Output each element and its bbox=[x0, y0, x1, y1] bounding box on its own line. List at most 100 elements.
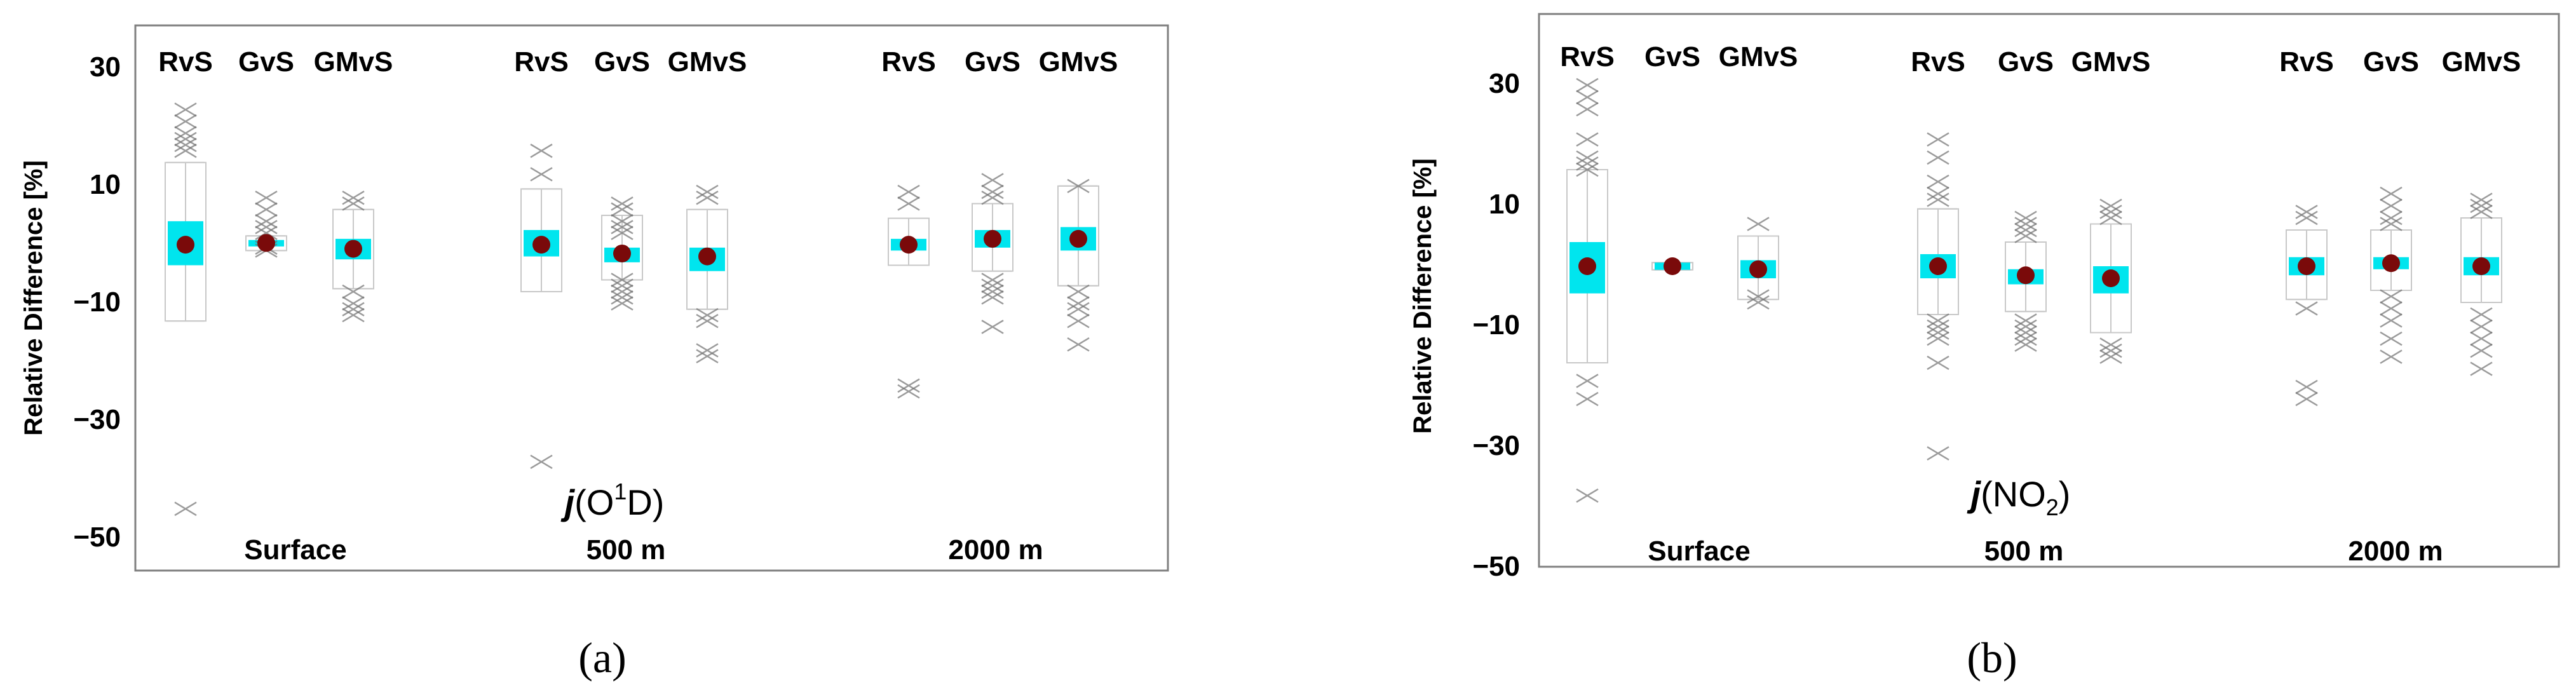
outlier-point bbox=[255, 220, 278, 234]
outlier-point bbox=[981, 190, 1004, 205]
outlier-point bbox=[2470, 319, 2493, 334]
method-label: GMvS bbox=[668, 46, 747, 78]
outlier-point bbox=[981, 273, 1004, 287]
mean-marker bbox=[2382, 254, 2400, 273]
outlier-point bbox=[2014, 325, 2037, 340]
y-tick-label: 30 bbox=[1489, 68, 1520, 99]
outlier-point bbox=[342, 296, 365, 311]
outlier-point bbox=[1927, 319, 1949, 334]
outlier-point bbox=[1576, 102, 1599, 117]
mean-marker bbox=[1749, 260, 1767, 278]
outlier-point bbox=[1747, 217, 1770, 231]
group-label: 2000 m bbox=[948, 534, 1043, 565]
outlier-point bbox=[1576, 374, 1599, 388]
outlier-point bbox=[2380, 210, 2403, 226]
outlier-point bbox=[2014, 337, 2037, 352]
outlier-point bbox=[611, 213, 634, 229]
outlier-point bbox=[1927, 132, 1949, 147]
outlier-point bbox=[2380, 349, 2403, 364]
mean-marker bbox=[900, 236, 918, 254]
outlier-point bbox=[2380, 198, 2403, 213]
outlier-point bbox=[255, 226, 278, 240]
outlier-point bbox=[2470, 307, 2493, 322]
outlier-point bbox=[1067, 296, 1090, 311]
outlier-point bbox=[696, 190, 719, 205]
outlier-point bbox=[981, 320, 1004, 334]
outlier-point bbox=[530, 144, 553, 158]
outlier-point bbox=[2380, 331, 2403, 346]
outlier-point bbox=[342, 308, 365, 323]
outlier-point bbox=[1067, 302, 1090, 317]
outlier-point bbox=[611, 226, 634, 240]
method-label: GMvS bbox=[314, 46, 393, 78]
outlier-point bbox=[2380, 186, 2403, 201]
method-label: GMvS bbox=[1039, 46, 1118, 78]
outlier-point bbox=[174, 137, 197, 152]
method-label: GMvS bbox=[1719, 41, 1798, 72]
mean-marker bbox=[257, 234, 275, 252]
outlier-point bbox=[2099, 210, 2122, 226]
panel-label-a: (a) bbox=[578, 633, 626, 682]
outlier-point bbox=[981, 284, 1004, 299]
outlier-point bbox=[1576, 488, 1599, 503]
outlier-point bbox=[2470, 331, 2493, 346]
outlier-point bbox=[1576, 132, 1599, 147]
outlier-point bbox=[2380, 289, 2403, 304]
outlier-point bbox=[1576, 391, 1599, 407]
outlier-point bbox=[1747, 295, 1770, 310]
outlier-point bbox=[2380, 301, 2403, 316]
method-label: RvS bbox=[514, 46, 569, 78]
outlier-point bbox=[342, 196, 365, 211]
outlier-point bbox=[696, 313, 719, 328]
outlier-point bbox=[2014, 331, 2037, 346]
outlier-point bbox=[342, 190, 365, 205]
y-tick-label: −10 bbox=[1472, 309, 1520, 341]
y-axis-label-a: Relative Difference [%] bbox=[20, 160, 48, 435]
outlier-point bbox=[174, 132, 197, 147]
species-label-b: j(NO2) bbox=[1967, 474, 2071, 520]
outlier-point bbox=[1067, 179, 1090, 194]
outlier-point bbox=[2014, 229, 2037, 243]
outlier-point bbox=[611, 284, 634, 299]
outlier-point bbox=[2099, 343, 2122, 358]
outlier-point bbox=[2014, 313, 2037, 328]
mean-marker bbox=[1929, 257, 1947, 275]
outlier-point bbox=[2295, 210, 2318, 226]
outlier-point bbox=[897, 384, 920, 399]
outlier-point bbox=[2380, 313, 2403, 328]
outlier-point bbox=[174, 126, 197, 140]
outlier-point bbox=[981, 184, 1004, 200]
method-label: GvS bbox=[238, 46, 294, 78]
outlier-point bbox=[255, 202, 278, 217]
box-layer-a bbox=[165, 102, 1099, 517]
outlier-point bbox=[897, 196, 920, 211]
mean-marker bbox=[1664, 257, 1681, 275]
outlier-point bbox=[1067, 284, 1090, 299]
outlier-point bbox=[981, 290, 1004, 305]
outlier-point bbox=[174, 114, 197, 129]
outlier-point bbox=[696, 343, 719, 358]
mean-marker bbox=[2298, 257, 2315, 275]
method-label: GvS bbox=[1998, 46, 2054, 78]
mean-marker bbox=[344, 240, 362, 258]
group-label: Surface bbox=[244, 534, 346, 565]
outlier-point bbox=[1576, 150, 1599, 165]
method-label: RvS bbox=[158, 46, 213, 78]
chart-panel-b: Relative Difference [%] 30 10 −10 −30 −5… bbox=[1409, 13, 2560, 682]
outlier-point bbox=[2014, 217, 2037, 231]
outlier-point bbox=[2380, 217, 2403, 231]
group-label: 500 m bbox=[586, 534, 666, 565]
chart-panel-a: Relative Difference [%] 30 10 −10 −30 −5… bbox=[20, 24, 1169, 682]
outlier-point bbox=[2099, 349, 2122, 364]
outlier-point bbox=[174, 144, 197, 158]
method-label: GvS bbox=[2363, 46, 2419, 78]
panel-label-b: (b) bbox=[1967, 633, 2017, 682]
outlier-point bbox=[611, 296, 634, 311]
method-label: RvS bbox=[1911, 46, 1965, 78]
outlier-point bbox=[2470, 205, 2493, 219]
outlier-point bbox=[2099, 205, 2122, 219]
outlier-point bbox=[897, 378, 920, 393]
outlier-point bbox=[174, 102, 197, 117]
mean-marker bbox=[613, 244, 631, 262]
outlier-point bbox=[1067, 337, 1090, 352]
